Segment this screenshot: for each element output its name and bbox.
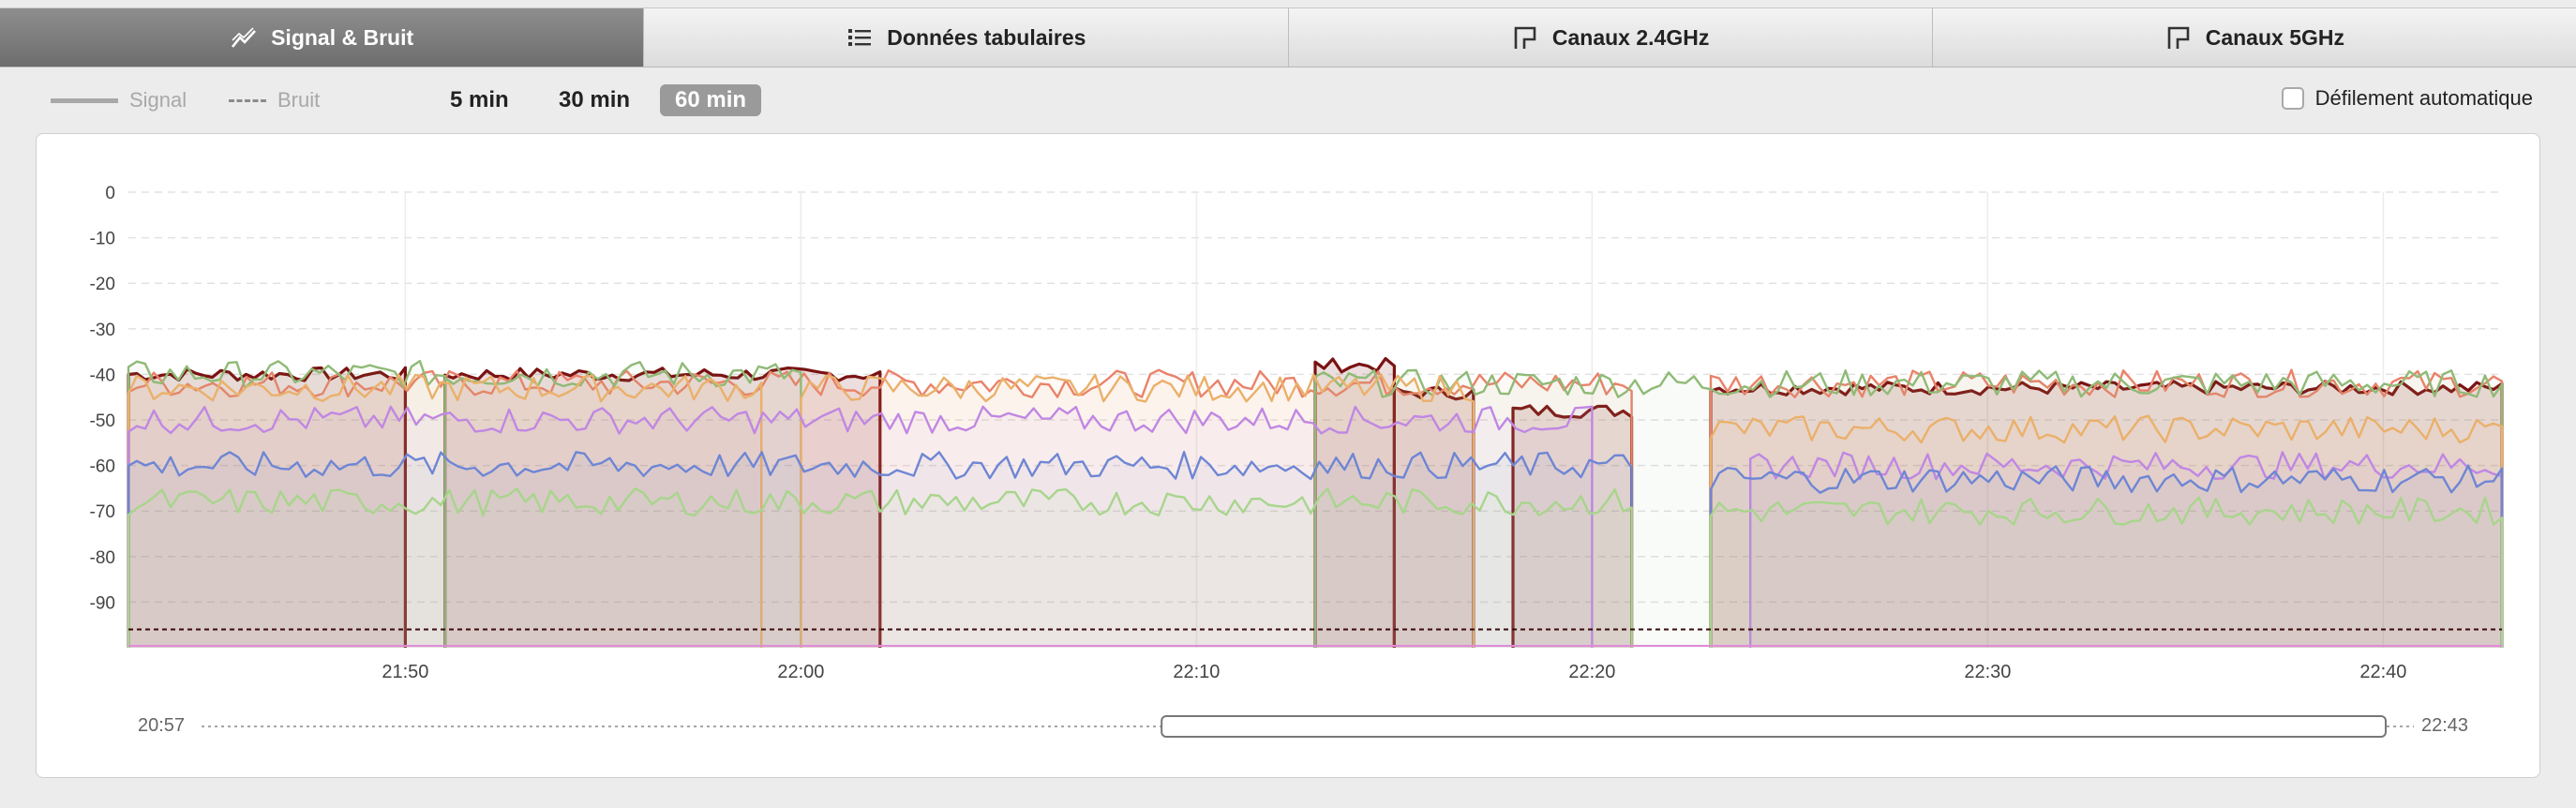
tab-channels-24ghz[interactable]: Canaux 2.4GHz (1289, 8, 1933, 67)
series-line (1313, 368, 2504, 648)
tab-tabular-data[interactable]: Données tabulaires (644, 8, 1289, 67)
timeline-start-label: 20:57 (138, 715, 186, 736)
timeline-scrubber[interactable] (202, 708, 2414, 745)
y-tick-label: -50 (90, 411, 115, 431)
series-area (1315, 370, 2502, 648)
y-tick-label: -60 (90, 457, 115, 477)
legend-signal-swatch (51, 97, 118, 103)
series-line (127, 451, 1633, 648)
series-line (127, 373, 763, 648)
legend-signal[interactable]: Signal (51, 88, 187, 112)
series-area (1711, 415, 2502, 648)
series-area (1750, 452, 2502, 648)
autoscroll-checkbox[interactable] (2281, 87, 2304, 110)
y-tick-label: -70 (90, 502, 115, 522)
series-line (443, 360, 802, 648)
series-area (1513, 405, 1632, 648)
tab-label: Signal & Bruit (271, 24, 414, 50)
legend-noise-swatch (229, 98, 266, 102)
series-area (128, 361, 445, 648)
tab-label: Canaux 5GHz (2205, 24, 2344, 50)
series-line (1392, 385, 1475, 648)
series-area (1711, 497, 2502, 648)
chart-panel: 0 -10 -20 -30 -40 -50 -60 -70 -80 -90 21:50 22:00 22… (36, 133, 2540, 778)
x-tick-label: 22:00 (777, 662, 824, 682)
channel-icon (1514, 26, 1536, 49)
tab-bar: Signal & Bruit Données tabulaires Canaux… (0, 7, 2576, 67)
legend-noise-label: Bruit (277, 88, 321, 112)
x-tick-label: 22:30 (1964, 662, 2011, 682)
range-5min-button[interactable]: 5 min (450, 87, 509, 112)
range-30min-button[interactable]: 30 min (559, 87, 631, 112)
y-tick-label: -80 (90, 548, 115, 568)
y-tick-label: -40 (90, 366, 115, 385)
series-line (800, 373, 1475, 648)
series-line (1709, 464, 2504, 648)
series-line (127, 366, 407, 648)
series-area (128, 488, 1632, 648)
timeline-end-label: 22:43 (2421, 715, 2469, 736)
x-tick-label: 22:40 (2359, 662, 2406, 682)
series-area (444, 367, 880, 648)
x-tick-label: 21:50 (382, 662, 428, 682)
y-tick-label: 0 (105, 184, 115, 203)
series-area (128, 452, 1632, 648)
y-tick-label: -30 (90, 321, 115, 340)
y-tick-label: -90 (90, 593, 115, 613)
series-line (1709, 380, 2504, 648)
signal-noise-chart[interactable]: 0 -10 -20 -30 -40 -50 -60 -70 -80 -90 21:50 22:00 22… (37, 134, 2541, 696)
autoscroll-toggle[interactable]: Défilement automatique (2281, 86, 2533, 111)
range-60min-button[interactable]: 60 min (660, 84, 762, 116)
channel-icon (2167, 26, 2190, 49)
series-area (1711, 381, 2502, 648)
x-tick-label: 22:20 (1568, 662, 1615, 682)
series-area (801, 374, 1474, 648)
series-area (128, 374, 762, 648)
series-area (128, 367, 406, 648)
tab-label: Données tabulaires (887, 24, 1086, 50)
x-tick-label: 22:10 (1173, 662, 1220, 682)
autoscroll-label: Défilement automatique (2314, 86, 2533, 110)
timeline-window-handle[interactable] (1161, 715, 2387, 738)
series-line (1709, 414, 2504, 648)
toolbar: Signal Bruit 5 min 30 min 60 min Défilem… (0, 75, 2576, 122)
series-line (1709, 368, 2504, 648)
list-icon (848, 29, 872, 46)
series-line (127, 486, 1633, 648)
series-line (1313, 356, 1397, 648)
y-tick-label: -10 (90, 230, 115, 249)
tab-channels-5ghz[interactable]: Canaux 5GHz (1933, 8, 2576, 67)
chart-line-icon (232, 27, 257, 48)
tab-signal-noise[interactable]: Signal & Bruit (0, 8, 645, 67)
tab-label: Canaux 2.4GHz (1551, 24, 1710, 50)
series-line (127, 405, 1594, 648)
legend-signal-label: Signal (129, 88, 187, 112)
y-tick-label: -20 (90, 275, 115, 294)
series-line (1709, 496, 2504, 648)
legend-noise[interactable]: Bruit (229, 88, 320, 112)
series-area (128, 406, 1593, 648)
